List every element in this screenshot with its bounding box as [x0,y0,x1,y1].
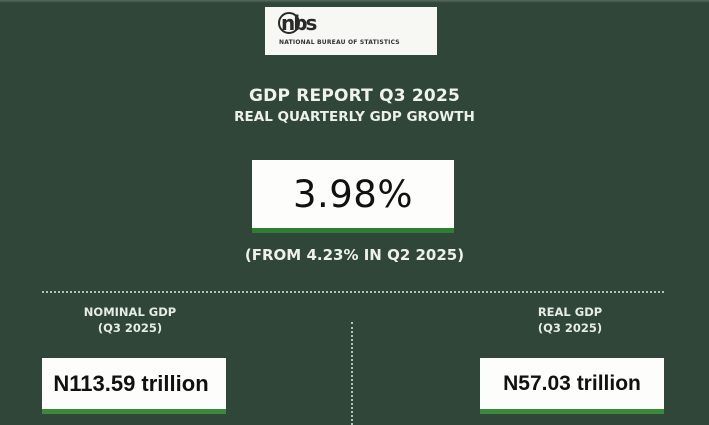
growth-comparison: (FROM 4.23% IN Q2 2025) [244,246,465,264]
horizontal-divider [42,291,664,293]
vertical-divider [351,322,353,425]
real-gdp-value-box: N57.03 trillion [480,358,664,414]
nominal-gdp-period: (Q3 2025) [97,321,163,335]
growth-value-box: 3.98% [252,160,454,233]
real-gdp-value: N57.03 trillion [503,371,641,395]
logo-ring-icon [278,12,300,34]
real-gdp-period: (Q3 2025) [537,321,603,335]
nominal-gdp-value-box: N113.59 trillion [42,358,226,414]
top-edge-line [0,0,709,3]
nbs-logo-mark: nbs [278,12,317,34]
nominal-gdp-label: NOMINAL GDP (Q3 2025) [60,304,200,336]
real-gdp-title: REAL GDP [537,305,603,319]
nbs-logo: nbs NATIONAL BUREAU OF STATISTICS [265,7,437,55]
real-gdp-label: REAL GDP (Q3 2025) [500,304,640,336]
growth-value: 3.98% [292,172,414,216]
logo-organization-name: NATIONAL BUREAU OF STATISTICS [279,39,400,46]
report-subtitle: REAL QUARTERLY GDP GROWTH [234,109,475,125]
report-title: GDP REPORT Q3 2025 [248,86,460,106]
nominal-gdp-value: N113.59 trillion [53,370,209,396]
nominal-gdp-title: NOMINAL GDP [83,305,177,319]
